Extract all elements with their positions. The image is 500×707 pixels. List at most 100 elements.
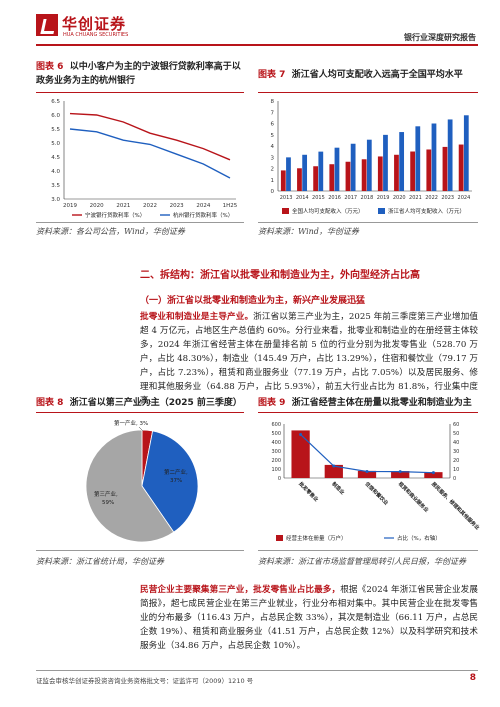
line-point-居民服务、修理和其他服务业 (431, 471, 435, 475)
x-tick-label: 2021 (116, 203, 130, 209)
bar-1-2019 (377, 156, 383, 191)
x-tick-label: 2013 (280, 195, 293, 201)
bar-2-2016 (334, 147, 340, 191)
line-point-制造业 (332, 464, 336, 468)
paragraph-2: 民营企业主要聚集第三产业，批发零售业占比最多，根据《2024 年浙江省民营企业发… (140, 583, 478, 653)
fig7-caption-text: 浙江省人均可支配收入远高于全国平均水平 (291, 70, 463, 80)
y-tick-label: 5.5 (51, 127, 60, 133)
y-tick-label: 3.0 (51, 197, 60, 203)
fig9-caption-num: 图表 9 (258, 398, 286, 408)
y2-tick-label: 30 (453, 449, 459, 455)
y-tick-label: 3 (271, 155, 275, 161)
bar-1-2024 (458, 144, 464, 191)
y-tick-label: 0 (271, 189, 275, 195)
line-point-住宿和餐饮业 (365, 469, 369, 473)
fig6-line-chart: 3.0 3.5 4.0 4.5 5.0 5.5 6.0 6.5 2019 2020 2021 2022… (51, 99, 238, 219)
bar-住宿和餐饮业 (357, 470, 377, 478)
y2-tick-label: 0 (453, 476, 456, 482)
brand-name-en: HUA CHUANG SECURITIES (63, 32, 129, 38)
footer-license: 证监会审核华创证券投资咨询业务资格批文号：证监许可（2009）1210 号 (36, 677, 254, 685)
fig7-bottom-divider (258, 222, 478, 223)
bar-1-2022 (426, 149, 432, 191)
y-tick-label: 6.0 (51, 113, 60, 119)
y2-tick-label: 60 (453, 422, 459, 428)
line-point-批发零售业 (299, 433, 303, 437)
fig6-caption-text: 以中小客户为主的宁波银行贷款利率高于以政务业务为主的杭州银行 (36, 62, 241, 86)
pie-label-secondary-pct: 37% (170, 478, 182, 484)
fig8-caption-num: 图表 8 (36, 398, 64, 408)
section-title: 二、拆结构：浙江省以批零业和制造业为主，外向型经济占比高 (140, 270, 420, 281)
y-tick-label: 1 (271, 178, 275, 184)
y-tick-label: 5.0 (51, 141, 60, 147)
x-tick-label: 2018 (361, 195, 374, 201)
fig6-source: 资料来源：各公司公告，Wind，华创证券 (36, 227, 185, 236)
paragraph-2-body: 根据《2024 年浙江省民营企业发展简报》，超七成民营企业在第三产业就业，行业分… (140, 585, 478, 651)
x-tick-label: 2019 (377, 195, 390, 201)
fig7-source: 资料来源：Wind，华创证券 (258, 227, 359, 236)
series-line-1 (69, 112, 231, 161)
fig7-caption: 图表 7 浙江省人均可支配收入远高于全国平均水平 (258, 68, 478, 82)
x-tick-label: 2019 (63, 203, 77, 209)
y-tick-label: 4 (271, 144, 275, 150)
pie-label-primary: 第一产业, 3% (114, 419, 148, 427)
pie-leader-line (138, 426, 144, 432)
x-tick-label: 2022 (425, 195, 438, 201)
y-tick-label: 300 (271, 449, 281, 455)
legend-label-2: 浙江省人均可支配收入（万元） (388, 207, 465, 215)
x-tick-label: 住宿和餐饮业 (364, 480, 390, 506)
bar-1-2018 (361, 159, 367, 191)
pie-label-tertiary: 第三产业, (94, 490, 118, 498)
y-tick-label: 3.5 (51, 183, 60, 189)
x-tick-label: 1H25 (223, 203, 238, 209)
paragraph-1: 批零业和制造业是主导产业。浙江省以第三产业为主，2025 年前三季度第三产业增加… (140, 310, 478, 408)
fig9-caption-text: 浙江省经营主体在册量以批零业和制造业为主 (291, 398, 472, 408)
x-tick-label: 2020 (393, 195, 406, 201)
bar-1-2013 (280, 170, 286, 191)
subsection-title: （一）浙江省以批零业和制造业为主，新兴产业发展迅猛 (140, 296, 366, 306)
bar-2-2018 (366, 139, 372, 191)
line-point-租赁和商业服务业 (398, 470, 402, 474)
series-line-share (300, 434, 434, 474)
y2-tick-label: 20 (453, 458, 459, 464)
legend-swatch-2 (378, 208, 385, 214)
x-tick-label: 2015 (312, 195, 325, 201)
legend-label-1: 全国人均可支配收入（万元） (292, 207, 364, 215)
x-tick-label: 2024 (196, 203, 210, 209)
paragraph-1-body: 浙江省以第三产业为主，2025 年前三季度第三产业增加值超 4 万亿元，占地区生… (140, 312, 478, 406)
x-tick-label: 2024 (458, 195, 471, 201)
bar-2-2015 (318, 151, 324, 191)
pie-slice-第三产业 (85, 429, 175, 543)
legend-label-2: 占比（%，右轴） (397, 534, 441, 542)
bar-2-2021 (415, 126, 421, 191)
fig8-source: 资料来源：浙江省统计局，华创证券 (36, 557, 164, 566)
paragraph-1-lead: 批零业和制造业是主导产业。 (140, 312, 254, 322)
report-type: 银行业深度研究报告 (404, 33, 476, 42)
pie-label-secondary: 第二产业, (164, 468, 188, 476)
bar-1-2016 (329, 164, 335, 191)
fig8-caption-text: 浙江省以第三产业为主（2025 前三季度） (69, 398, 242, 408)
bar-1-2017 (345, 161, 351, 191)
legend-swatch-1 (282, 208, 289, 214)
legend-swatch-1 (276, 535, 283, 541)
fig8-divider (36, 412, 244, 413)
bar-1-2023 (442, 146, 448, 191)
bar-2-2024 (463, 115, 469, 191)
fig6-caption: 图表 6 以中小客户为主的宁波银行贷款利率高于以政务业务为主的杭州银行 (36, 60, 246, 88)
footer-divider (36, 670, 478, 671)
x-tick-label: 2014 (296, 195, 309, 201)
brand-logo-icon (36, 14, 58, 36)
fig7-divider (258, 92, 478, 93)
legend-label-1: 经营主体在册量（万户） (286, 534, 347, 542)
fig9-combo-chart: 0 100 200 300 400 500 600 0 10 20 30 40 50 60 批发零售业 制造业… (271, 422, 480, 542)
bar-租赁和商业服务业 (391, 471, 410, 478)
x-tick-label: 居民服务、修理和其他服务业 (430, 480, 480, 531)
bar-2-2013 (286, 157, 291, 191)
bar-2-2014 (302, 154, 308, 191)
fig9-source: 资料来源：浙江省市场监督管理局转引人民日报，华创证券 (258, 557, 466, 566)
y2-tick-label: 50 (453, 431, 459, 437)
legend-label-1: 宁波银行贷款利率（%） (85, 211, 145, 219)
fig6-bottom-divider (36, 222, 244, 223)
y-tick-label: 4.5 (51, 155, 60, 161)
x-tick-label: 2020 (90, 203, 104, 209)
